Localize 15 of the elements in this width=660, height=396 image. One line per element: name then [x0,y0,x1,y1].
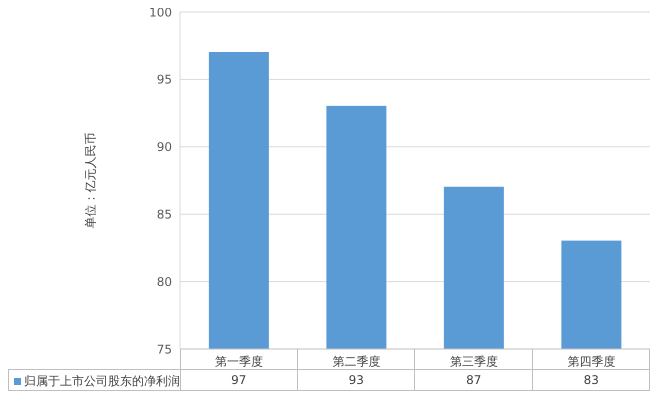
data-label: 87 [465,373,482,387]
y-tick-label: 85 [156,207,172,222]
data-label: 93 [348,373,365,387]
y-tick-label: 80 [156,274,172,289]
data-label: 83 [582,373,600,387]
y-axis-title: 单位：亿元人民币 [83,132,98,228]
legend-label: 归属于上市公司股东的净利润 [24,373,180,390]
data-label: 97 [230,373,248,387]
x-tick-label: 第三季度 [450,354,498,369]
x-tick-label: 第一季度 [214,354,263,369]
x-tick-label: 第二季度 [332,354,380,369]
y-tick-label: 75 [156,342,172,356]
y-tick-label: 95 [156,72,172,87]
x-tick-label: 第四季度 [567,354,616,369]
y-tick-label: 90 [156,140,172,154]
